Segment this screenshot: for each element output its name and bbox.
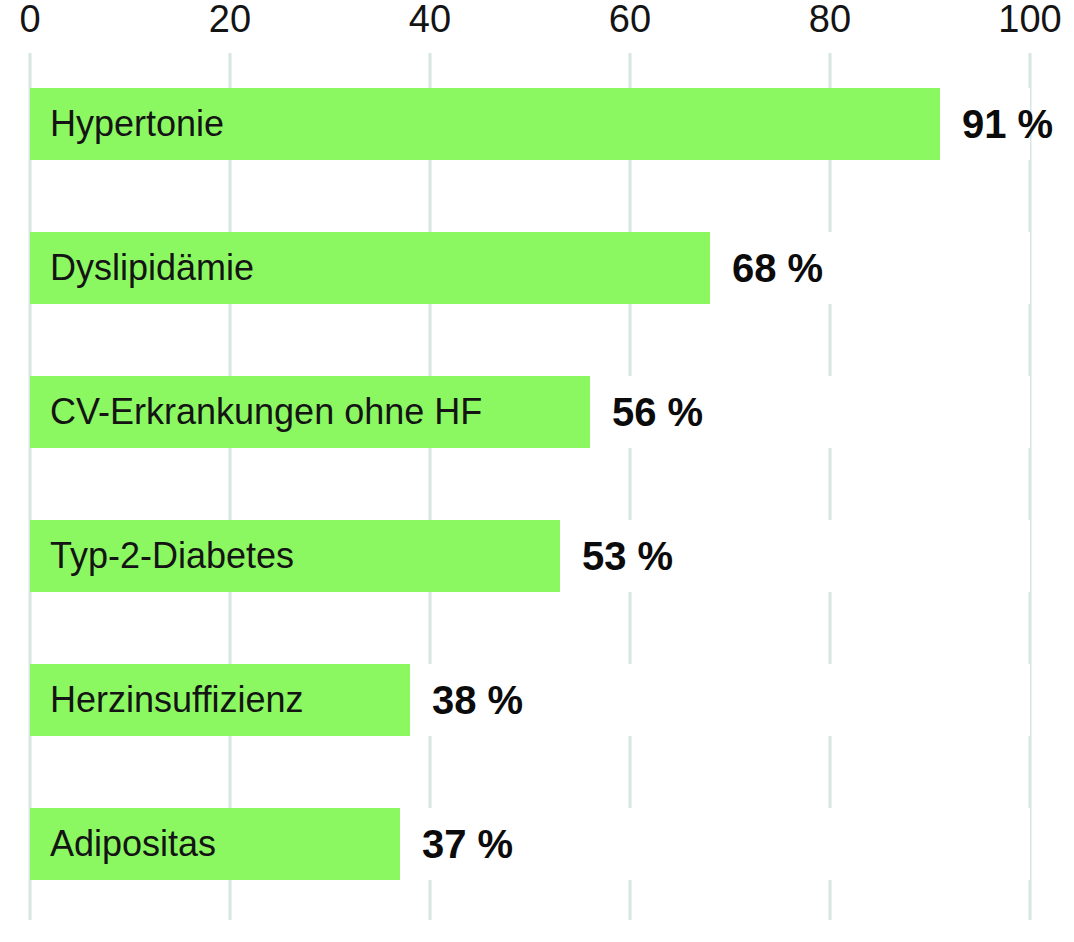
x-axis-tick-label: 20 <box>209 0 251 42</box>
x-axis-tick-label: 60 <box>609 0 651 42</box>
x-axis-tick-label: 0 <box>19 0 40 42</box>
value-label: 56 % <box>612 390 703 435</box>
category-label: CV-Erkrankungen ohne HF <box>30 391 482 433</box>
gridline <box>629 53 632 920</box>
bar-row: Typ-2-Diabetes 53 % <box>30 520 1030 592</box>
x-axis-tick-label: 40 <box>409 0 451 42</box>
category-label: Herzinsuffizienz <box>30 679 303 721</box>
bar: Hypertonie <box>30 88 940 160</box>
category-label: Adipositas <box>30 823 216 865</box>
bar: CV-Erkrankungen ohne HF <box>30 376 590 448</box>
value-label: 38 % <box>432 678 523 723</box>
plot-area: Hypertonie 91 % Dyslipidämie 68 % CV-Erk… <box>30 53 1030 920</box>
bar-row: Herzinsuffizienz 38 % <box>30 664 1030 736</box>
bar: Typ-2-Diabetes <box>30 520 560 592</box>
bar: Herzinsuffizienz <box>30 664 410 736</box>
value-label: 91 % <box>962 102 1053 147</box>
gridline <box>429 53 432 920</box>
category-label: Typ-2-Diabetes <box>30 535 294 577</box>
x-axis-tick-label: 80 <box>809 0 851 42</box>
bar-row: Adipositas 37 % <box>30 808 1030 880</box>
x-axis: 020406080100 <box>30 0 1030 50</box>
bar: Adipositas <box>30 808 400 880</box>
gridline <box>1029 53 1032 920</box>
bar-row: CV-Erkrankungen ohne HF 56 % <box>30 376 1030 448</box>
category-label: Hypertonie <box>30 103 224 145</box>
bar: Dyslipidämie <box>30 232 710 304</box>
bar-row: Hypertonie 91 % <box>30 88 1030 160</box>
bar-row: Dyslipidämie 68 % <box>30 232 1030 304</box>
gridline <box>29 53 32 920</box>
gridline <box>829 53 832 920</box>
value-label: 68 % <box>732 246 823 291</box>
gridline <box>229 53 232 920</box>
category-label: Dyslipidämie <box>30 247 254 289</box>
value-label: 53 % <box>582 534 673 579</box>
value-label: 37 % <box>422 822 513 867</box>
bar-chart: 0 20 40 60 80 100 Hypertonie 91 % Dyslipidämi… <box>0 0 1074 942</box>
x-axis-tick-label: 100 <box>998 0 1061 42</box>
